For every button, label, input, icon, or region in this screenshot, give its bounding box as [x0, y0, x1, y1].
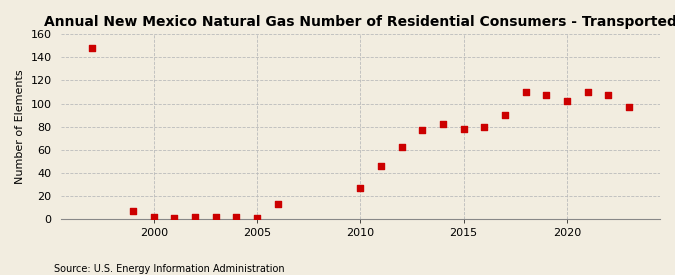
Point	[583, 90, 593, 94]
Point	[500, 113, 510, 117]
Point	[231, 214, 242, 219]
Point	[541, 93, 551, 98]
Title: Annual New Mexico Natural Gas Number of Residential Consumers - Transported: Annual New Mexico Natural Gas Number of …	[44, 15, 675, 29]
Point	[148, 214, 159, 219]
Y-axis label: Number of Elements: Number of Elements	[15, 69, 25, 184]
Point	[86, 46, 97, 50]
Point	[128, 209, 138, 213]
Point	[190, 214, 200, 219]
Point	[211, 214, 221, 219]
Point	[624, 105, 634, 109]
Point	[479, 125, 490, 129]
Point	[272, 202, 283, 206]
Point	[437, 122, 448, 127]
Text: Source: U.S. Energy Information Administration: Source: U.S. Energy Information Administ…	[54, 264, 285, 274]
Point	[375, 164, 386, 168]
Point	[603, 93, 614, 98]
Point	[520, 90, 531, 94]
Point	[417, 128, 428, 132]
Point	[252, 216, 263, 220]
Point	[458, 127, 469, 131]
Point	[396, 145, 407, 150]
Point	[169, 216, 180, 220]
Point	[562, 99, 572, 103]
Point	[355, 186, 366, 190]
